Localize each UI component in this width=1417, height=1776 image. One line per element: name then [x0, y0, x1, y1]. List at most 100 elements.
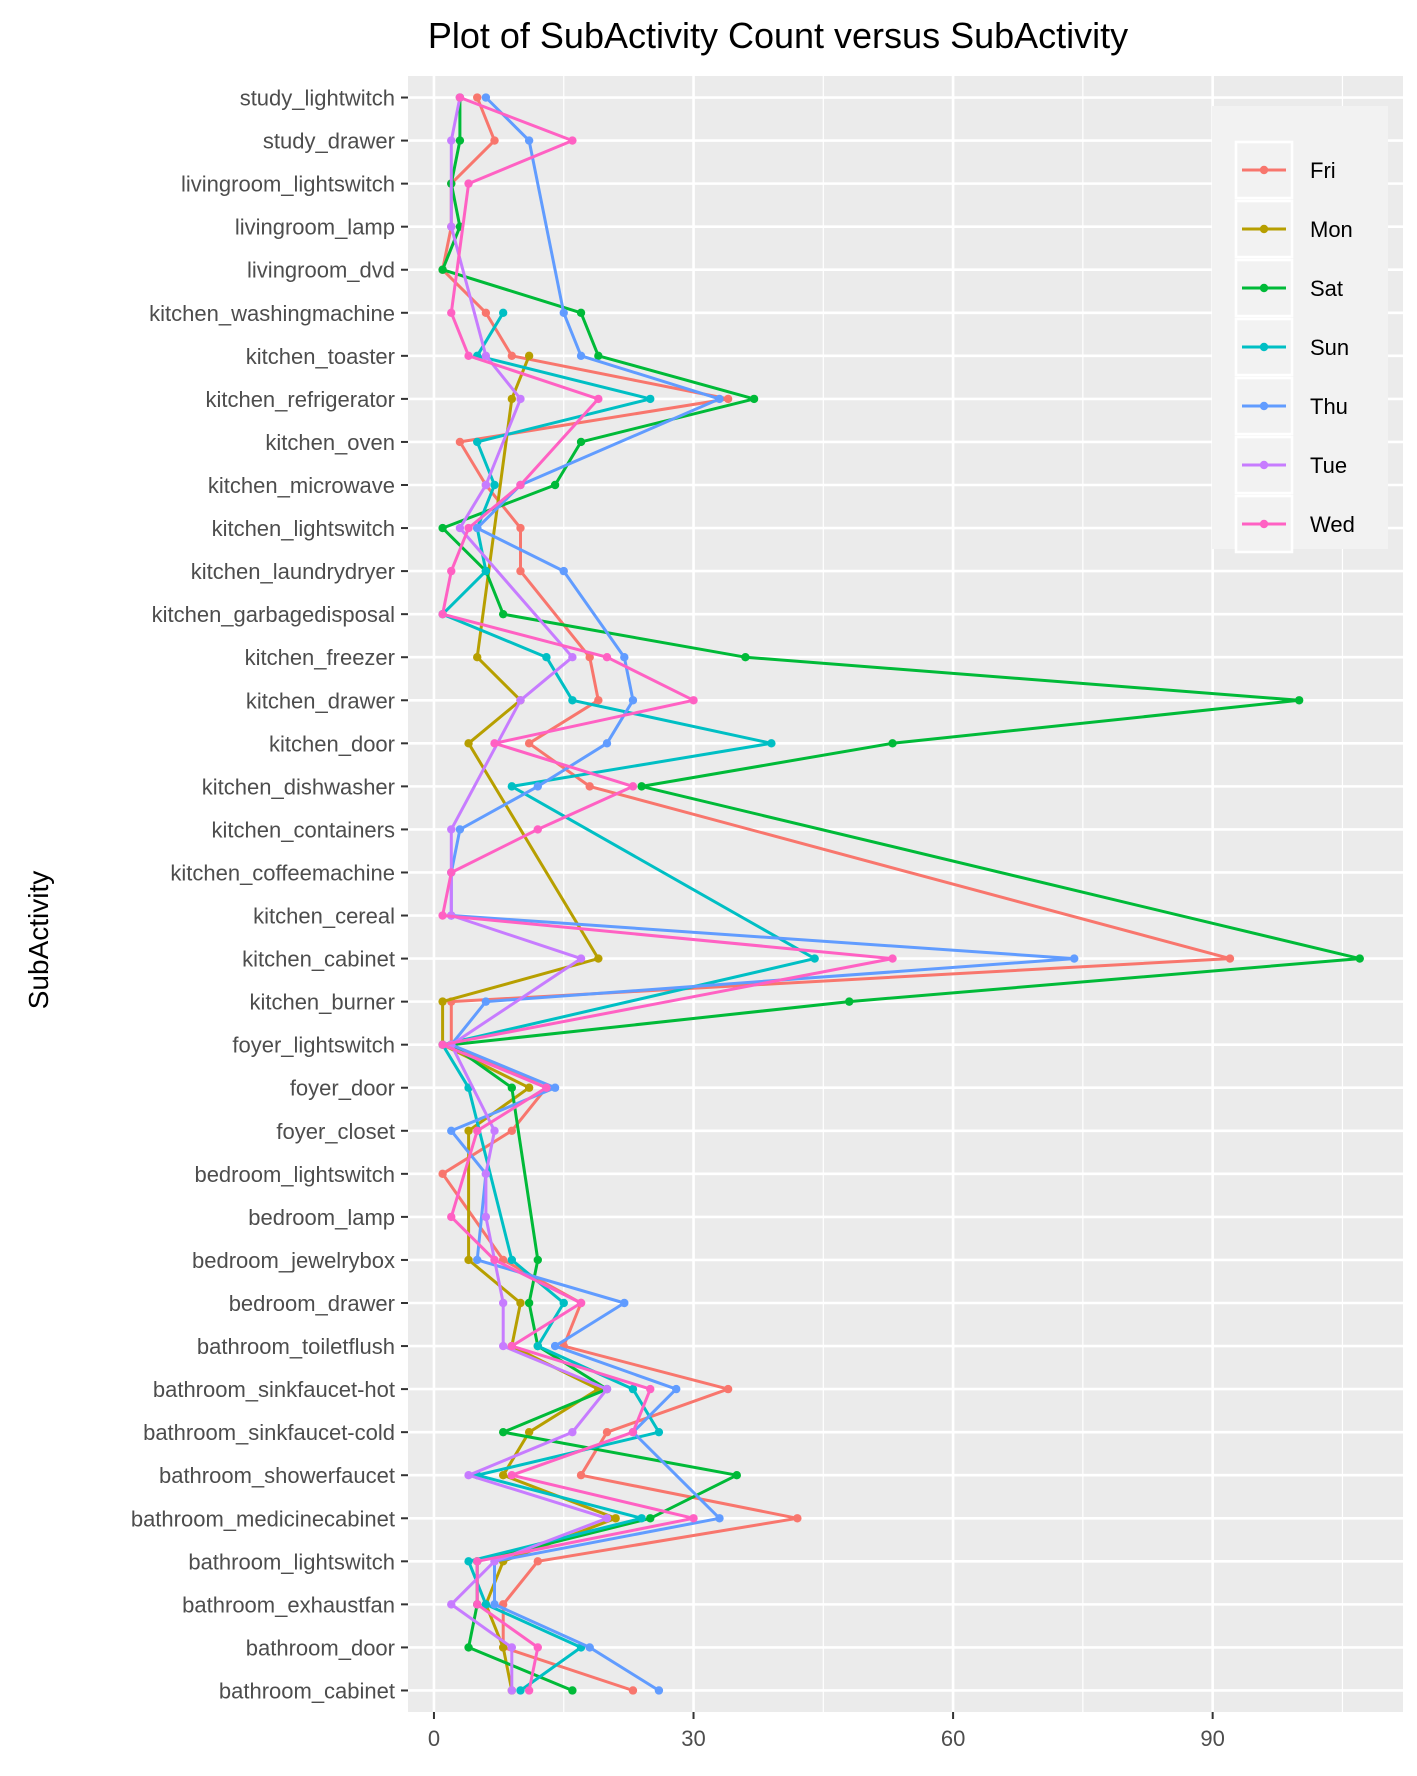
data-point — [654, 1427, 664, 1437]
y-tick-label: kitchen_refrigerator — [205, 387, 395, 412]
legend-label: Thu — [1310, 394, 1348, 419]
y-tick-label: kitchen_burner — [249, 990, 395, 1015]
data-point — [498, 308, 508, 317]
x-tick-label: 0 — [428, 1726, 440, 1751]
data-point — [447, 1600, 456, 1609]
data-point — [689, 696, 698, 705]
data-point — [646, 1384, 655, 1394]
y-tick-label: bathroom_medicinecabinet — [131, 1506, 395, 1531]
y-tick-label: kitchen_toaster — [246, 344, 395, 369]
data-point — [438, 1040, 447, 1049]
data-point — [576, 1471, 586, 1480]
data-point — [490, 136, 499, 145]
y-tick-label: livingroom_dvd — [247, 258, 395, 283]
legend-label: Sun — [1310, 335, 1349, 360]
data-point — [507, 1083, 517, 1092]
data-point — [481, 480, 491, 490]
y-tick-label: kitchen_freezer — [245, 645, 395, 670]
x-tick-label: 30 — [681, 1726, 705, 1751]
data-point — [447, 868, 456, 877]
data-point — [628, 1384, 638, 1394]
data-point — [749, 394, 759, 404]
data-point — [602, 1384, 612, 1394]
data-point — [654, 1686, 664, 1695]
data-point — [438, 265, 447, 274]
y-tick-label: study_lightwitch — [240, 86, 395, 111]
data-point — [576, 308, 586, 317]
y-tick-label: kitchen_microwave — [208, 473, 395, 498]
y-tick-label: kitchen_cabinet — [242, 947, 395, 972]
y-tick-label: livingroom_lamp — [235, 215, 395, 240]
data-point — [490, 739, 499, 748]
data-point — [473, 1557, 482, 1566]
y-tick-label: kitchen_washingmachine — [149, 301, 395, 326]
data-point — [455, 93, 465, 102]
y-tick-label: foyer_lightswitch — [232, 1033, 395, 1058]
data-point — [568, 696, 577, 705]
data-point — [602, 653, 612, 662]
y-tick-label: bedroom_lamp — [248, 1205, 395, 1230]
data-point — [1070, 954, 1079, 963]
data-point — [473, 1126, 482, 1135]
data-point — [888, 954, 897, 963]
data-point — [447, 566, 456, 576]
data-point — [438, 609, 447, 619]
data-point — [464, 1643, 473, 1652]
data-point — [464, 739, 473, 748]
data-point — [498, 1471, 508, 1480]
data-point — [559, 308, 568, 317]
y-tick-label: livingroom_lightswitch — [181, 172, 395, 197]
y-tick-label: bedroom_lightswitch — [194, 1162, 395, 1187]
legend-label: Tue — [1310, 453, 1347, 478]
data-point — [507, 1686, 517, 1695]
data-point — [576, 437, 586, 447]
data-point — [507, 394, 517, 404]
data-point — [507, 1126, 517, 1135]
data-point — [533, 1643, 542, 1652]
data-point — [524, 1298, 534, 1308]
data-point — [559, 1298, 568, 1308]
data-point — [507, 1255, 517, 1265]
data-point — [594, 394, 603, 404]
data-point — [490, 480, 499, 490]
y-tick-label: kitchen_containers — [212, 817, 395, 842]
data-point — [481, 1212, 491, 1222]
data-point — [507, 1341, 517, 1351]
data-point — [464, 351, 473, 361]
data-point — [473, 653, 482, 662]
data-point — [464, 179, 473, 188]
legend-key — [1234, 376, 1294, 436]
data-point — [481, 1169, 491, 1179]
data-point — [628, 1686, 638, 1695]
legend-key-point — [1259, 342, 1269, 352]
data-point — [576, 1298, 586, 1308]
data-point — [810, 954, 819, 963]
data-point — [576, 351, 586, 361]
series-line-sat — [441, 97, 1362, 1692]
data-point — [516, 696, 525, 705]
y-tick-label: kitchen_laundrydryer — [191, 559, 395, 584]
data-point — [473, 93, 482, 102]
data-point — [628, 1427, 638, 1437]
data-point — [455, 136, 465, 145]
data-point — [447, 825, 456, 834]
data-point — [646, 1514, 655, 1523]
series-lines — [438, 93, 1364, 1695]
data-point — [498, 1643, 508, 1652]
data-point — [447, 1212, 456, 1222]
data-point — [628, 782, 638, 791]
y-tick-label: bathroom_sinkfaucet-hot — [153, 1377, 395, 1402]
data-point — [507, 1471, 517, 1480]
data-point — [620, 1298, 629, 1308]
data-point — [498, 1298, 508, 1308]
data-point — [498, 1427, 508, 1437]
data-point — [767, 739, 776, 748]
data-point — [473, 1600, 482, 1609]
data-point — [447, 136, 456, 145]
x-tick-label: 90 — [1200, 1726, 1224, 1751]
data-point — [524, 739, 534, 748]
data-point — [611, 1514, 620, 1523]
y-tick-label: kitchen_door — [269, 731, 395, 756]
data-point — [542, 1083, 551, 1092]
